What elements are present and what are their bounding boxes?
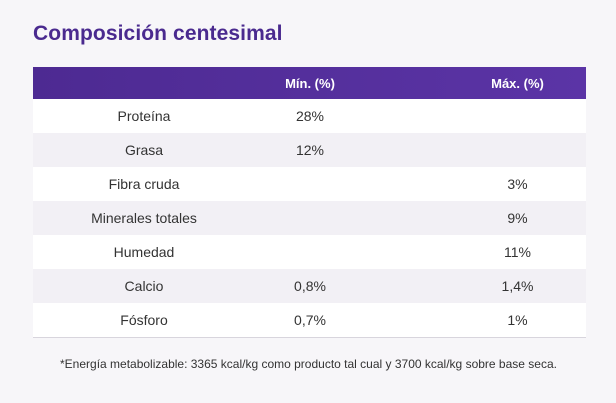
row-name: Calcio — [124, 278, 164, 294]
header-max-column: Máx. (%) — [491, 75, 544, 91]
row-min: 0,7% — [294, 312, 326, 328]
table-row: Calcio 0,8% 1,4% — [33, 269, 586, 303]
row-name: Fósforo — [120, 312, 168, 328]
composition-table: Mín. (%) Máx. (%) Proteína 28% Grasa 12%… — [33, 67, 586, 338]
table-row: Minerales totales 9% — [33, 201, 586, 235]
row-max: 1% — [507, 312, 528, 328]
row-max: 9% — [507, 210, 528, 226]
table-row: Grasa 12% — [33, 133, 586, 167]
footnote: *Energía metabolizable: 3365 kcal/kg com… — [60, 357, 557, 371]
row-name: Fibra cruda — [108, 176, 180, 192]
row-max: 1,4% — [501, 278, 534, 294]
table-row: Fósforo 0,7% 1% — [33, 303, 586, 338]
table-row: Proteína 28% — [33, 99, 586, 133]
row-min: 12% — [295, 142, 325, 158]
row-min: 28% — [295, 108, 325, 124]
table-row: Humedad 11% — [33, 235, 586, 269]
row-name: Minerales totales — [91, 210, 197, 226]
page-title: Composición centesimal — [33, 22, 283, 45]
row-name: Humedad — [113, 244, 175, 260]
table-row: Fibra cruda 3% — [33, 167, 586, 201]
row-name: Grasa — [124, 142, 164, 158]
table-header: Mín. (%) Máx. (%) — [33, 67, 586, 99]
header-min-column: Mín. (%) — [285, 75, 335, 91]
row-max: 11% — [504, 244, 531, 260]
row-min: 0,8% — [294, 278, 326, 294]
row-name: Proteína — [117, 108, 171, 124]
row-max: 3% — [507, 176, 528, 192]
